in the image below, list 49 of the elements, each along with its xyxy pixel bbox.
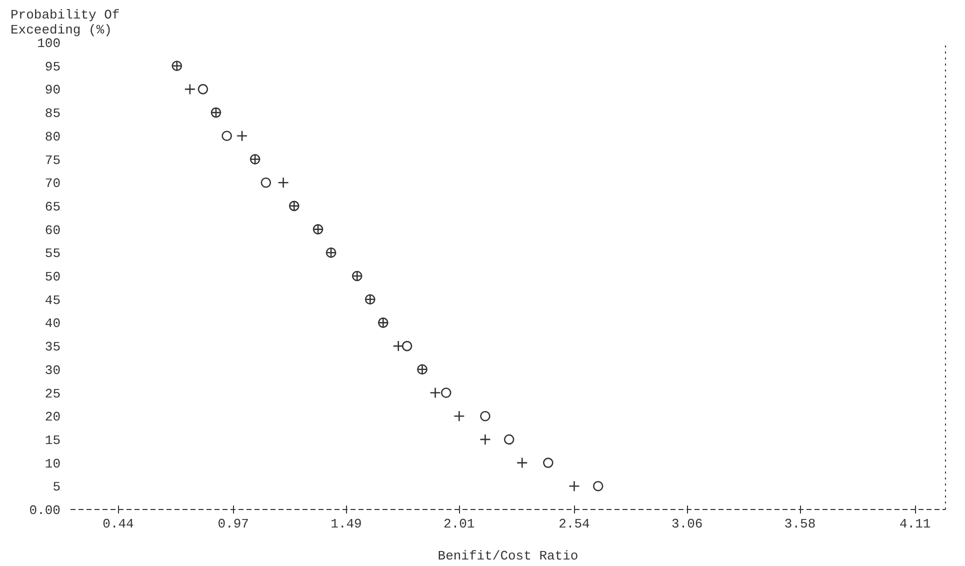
y-tick-label: 40: [44, 316, 61, 332]
y-tick-label: 60: [44, 222, 61, 238]
point: [184, 84, 196, 95]
y-tick-label: 45: [44, 292, 61, 308]
x-tick-label: 2.01: [444, 516, 475, 532]
y-tick-label: 15: [44, 432, 61, 448]
point: [440, 388, 452, 398]
point: [454, 410, 465, 422]
y-tick-label: 10: [44, 456, 61, 472]
point: [592, 481, 604, 492]
point: [222, 130, 232, 142]
point: [198, 84, 208, 94]
y-tick-label: 80: [44, 129, 61, 144]
point: [516, 457, 528, 468]
point: [430, 387, 441, 398]
y-tick-label: 25: [44, 386, 61, 402]
point: [480, 434, 491, 446]
y-tick-label: 0.00: [29, 503, 61, 518]
point: [568, 480, 580, 492]
y-tick-label: 85: [44, 106, 61, 122]
x-tick-label: 3.06: [672, 516, 703, 532]
y-tick-label: 65: [44, 199, 61, 214]
x-tick-label: 0.44: [102, 516, 134, 532]
point: [504, 434, 514, 445]
point: [278, 176, 289, 188]
y-tick-label: 75: [44, 152, 61, 168]
point: [392, 340, 404, 352]
y-axis-title: Probability Of Exceeding (%): [10, 8, 120, 38]
y-tick-label: 50: [44, 270, 61, 284]
point: [543, 458, 554, 468]
x-tick-label: 4.11: [900, 516, 931, 532]
point: [260, 177, 272, 188]
y-tick-label: 100: [37, 36, 60, 51]
point: [402, 340, 412, 352]
y-tick-label: 35: [44, 340, 61, 355]
x-tick-label: 2.54: [558, 516, 590, 532]
x-tick-label: 1.49: [330, 516, 362, 532]
y-tick-label: 55: [44, 246, 61, 262]
point: [480, 410, 490, 422]
x-tick-label: 0.97: [218, 516, 249, 532]
y-tick-label: 70: [44, 176, 61, 192]
y-tick-label: 30: [44, 362, 61, 378]
x-tick-label: 3.58: [784, 516, 816, 532]
y-tick-label: 5: [52, 480, 61, 495]
y-tick-label: 20: [44, 410, 61, 425]
point: [236, 130, 248, 142]
y-tick-label: 95: [44, 59, 61, 74]
y-tick-label: 90: [44, 82, 61, 98]
x-axis-title: Benifit/Cost Ratio: [438, 548, 578, 564]
